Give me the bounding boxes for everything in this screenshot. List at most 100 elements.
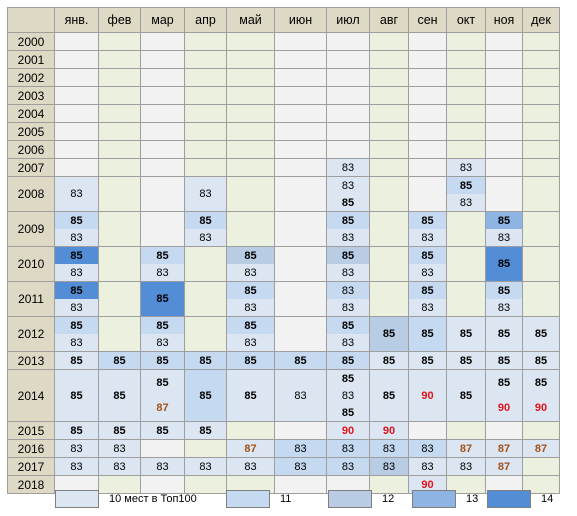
month-cell xyxy=(274,140,327,159)
month-cell xyxy=(274,316,327,352)
month-cell: 85 90 xyxy=(522,369,560,422)
month-cell xyxy=(522,281,560,317)
month-cell xyxy=(408,122,447,141)
value-label: 85 xyxy=(370,317,408,351)
value-label: 85 xyxy=(486,282,522,299)
month-cell: 83 xyxy=(54,176,99,212)
value-label: 87 xyxy=(486,440,522,457)
year-row: 2007 83 83 xyxy=(7,158,560,177)
month-cell xyxy=(522,158,560,177)
value-label: 85 xyxy=(327,317,369,334)
month-cell xyxy=(274,68,327,87)
value-label: 85 xyxy=(523,352,559,369)
month-cell: 85 xyxy=(485,351,523,370)
month-cell xyxy=(54,86,99,105)
month-cell: 85 xyxy=(369,369,409,422)
value-label: 83 xyxy=(227,458,274,475)
value-label: 83 xyxy=(275,458,326,475)
value-label: 83 xyxy=(486,229,522,246)
month-cell xyxy=(274,176,327,212)
month-cell xyxy=(369,246,409,282)
month-cell: 85 xyxy=(140,281,185,317)
month-cell xyxy=(184,439,227,458)
month-cell: 85 xyxy=(54,421,99,440)
year-label: 2006 xyxy=(7,140,55,159)
month-cell xyxy=(408,421,447,440)
month-cell xyxy=(369,122,409,141)
month-cell xyxy=(485,475,523,494)
month-cell xyxy=(140,158,185,177)
month-header: мар xyxy=(140,7,185,33)
value-label: 83 xyxy=(55,177,98,211)
month-cell xyxy=(98,122,141,141)
month-cell xyxy=(522,211,560,247)
month-cell xyxy=(446,246,486,282)
month-cell xyxy=(98,140,141,159)
year-label: 2003 xyxy=(7,86,55,105)
month-cell xyxy=(54,68,99,87)
value-label: 83 xyxy=(370,458,408,475)
value-label: 87 xyxy=(141,395,184,421)
month-cell xyxy=(408,104,447,123)
year-label: 2016 xyxy=(7,439,55,458)
value-label: 85 xyxy=(447,352,485,369)
month-cell: 85 xyxy=(140,351,185,370)
value-label: 83 xyxy=(327,264,369,281)
month-cell: 87 xyxy=(522,439,560,458)
month-cell: 85 83 xyxy=(326,246,370,282)
month-cell xyxy=(408,50,447,69)
value-label: 83 xyxy=(327,282,369,299)
month-header: июн xyxy=(274,7,327,33)
legend-swatch xyxy=(55,490,99,508)
month-cell xyxy=(522,86,560,105)
value-label: 83 xyxy=(55,299,98,316)
month-cell xyxy=(274,158,327,177)
month-cell xyxy=(184,246,227,282)
month-cell xyxy=(485,86,523,105)
value-label: 85 xyxy=(486,247,522,281)
year-row: 2006 xyxy=(7,140,560,159)
value-label: 85 xyxy=(141,317,184,334)
month-header: сен xyxy=(408,7,447,33)
year-label: 2000 xyxy=(7,32,55,51)
month-cell xyxy=(140,50,185,69)
month-cell xyxy=(226,122,275,141)
month-cell xyxy=(54,158,99,177)
month-cell: 83 xyxy=(446,158,486,177)
year-row: 2003 xyxy=(7,86,560,105)
year-row: 2011 85 83 85 85 83 83 83 85 83 85 83 xyxy=(7,281,560,317)
month-cell xyxy=(369,158,409,177)
month-cell xyxy=(369,281,409,317)
legend-item: 10 мест в Топ100 xyxy=(55,489,197,509)
value-label: 85 xyxy=(327,370,369,387)
month-cell: 85 xyxy=(446,351,486,370)
month-cell xyxy=(98,158,141,177)
legend-label: 10 мест в Топ100 xyxy=(109,493,197,505)
value-label: 85 xyxy=(370,352,408,369)
value-label: 85 xyxy=(447,317,485,351)
month-cell xyxy=(522,457,560,476)
value-label: 83 xyxy=(409,299,446,316)
value-label: 83 xyxy=(327,440,369,457)
month-cell xyxy=(522,122,560,141)
month-cell: 85 xyxy=(522,351,560,370)
value-label: 85 xyxy=(327,194,369,211)
month-cell: 85 xyxy=(98,421,141,440)
month-header: июл xyxy=(326,7,370,33)
legend-item: 13 xyxy=(412,489,478,509)
value-label: 85 xyxy=(523,370,559,396)
month-cell xyxy=(184,104,227,123)
value-label: 87 xyxy=(447,440,485,457)
value-label: 85 xyxy=(409,212,446,229)
value-label: 90 xyxy=(486,395,522,421)
value-label: 83 xyxy=(447,458,485,475)
month-cell xyxy=(140,68,185,87)
month-cell: 85 xyxy=(226,369,275,422)
month-cell xyxy=(485,122,523,141)
value-label: 85 xyxy=(327,212,369,229)
month-header: фев xyxy=(98,7,141,33)
month-cell: 83 xyxy=(408,457,447,476)
month-cell: 83 xyxy=(54,457,99,476)
month-cell: 90 xyxy=(326,421,370,440)
month-cell xyxy=(140,176,185,212)
